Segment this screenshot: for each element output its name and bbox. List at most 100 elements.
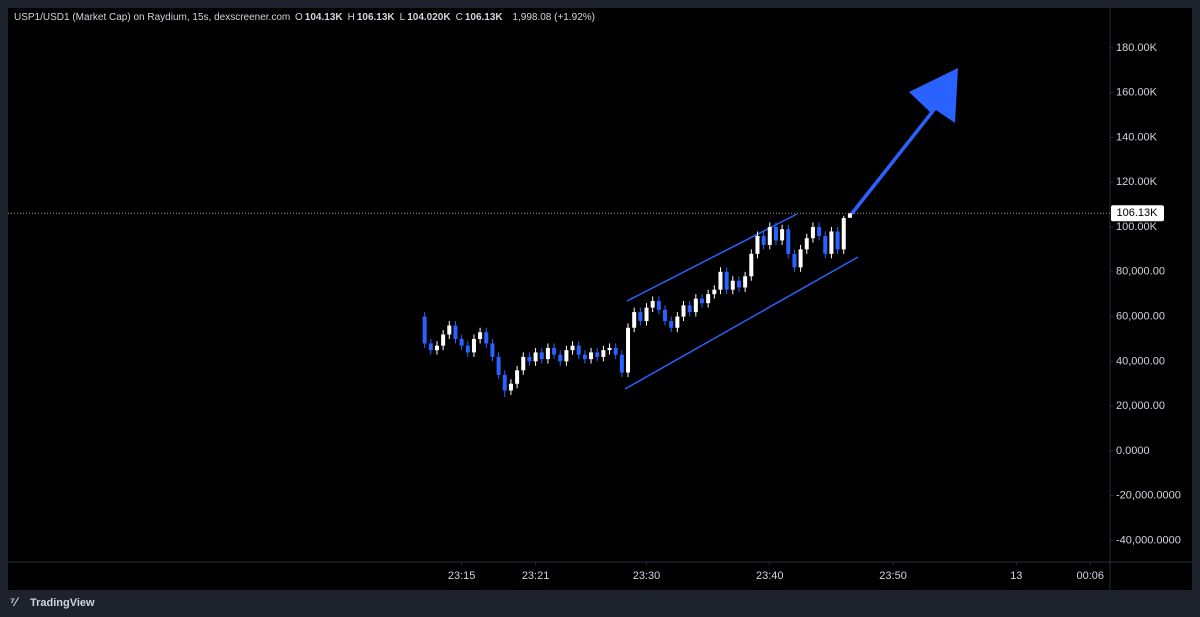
candle-body: [712, 289, 717, 295]
y-tick-label: 60,000.00: [1116, 310, 1165, 322]
candle-body: [841, 218, 846, 250]
candle-body: [632, 312, 637, 328]
y-tick-label: 40,000.00: [1116, 355, 1165, 367]
y-tick-label: 180.00K: [1116, 42, 1158, 54]
y-tick-label: 0.0000: [1116, 445, 1150, 457]
candle-body: [669, 321, 674, 328]
candle-body: [730, 280, 735, 290]
change: 1,998.08 (+1.92%): [512, 12, 595, 23]
candle-body: [508, 383, 513, 391]
candle-body: [539, 352, 544, 360]
candle-body: [810, 227, 815, 239]
candle-body: [459, 338, 464, 346]
candle-body: [465, 345, 470, 353]
candle-body: [786, 229, 791, 254]
candle-body: [699, 298, 704, 304]
candle-body: [743, 276, 748, 288]
candle-body: [545, 347, 550, 360]
candle-body: [595, 352, 600, 357]
candle-body: [576, 345, 581, 355]
candle-body: [558, 354, 563, 362]
candle-body: [638, 312, 643, 322]
y-tick-label: 120.00K: [1116, 176, 1158, 188]
candle-body: [650, 300, 655, 308]
candle-body: [490, 343, 495, 357]
candle-body: [681, 305, 686, 317]
candle-body: [607, 347, 612, 351]
candle-body: [521, 356, 526, 371]
candle-body: [601, 350, 606, 357]
candle-body: [619, 354, 624, 373]
candle-body: [693, 298, 698, 313]
x-tick-label: 00:06: [1077, 570, 1105, 582]
candle-body: [515, 370, 520, 384]
candle-body: [835, 231, 840, 250]
x-tick-label: 23:30: [633, 570, 661, 582]
candle-body: [847, 213, 852, 218]
candle-body: [570, 345, 575, 351]
arrow: [850, 68, 958, 215]
candle-body: [804, 238, 809, 250]
candle-body: [823, 235, 828, 254]
candle-body: [780, 229, 785, 241]
candle-body: [484, 332, 489, 344]
y-tick-label: 80,000.00: [1116, 266, 1165, 278]
header: USP1/USD1 (Market Cap) on Raydium, 15s, …: [14, 12, 597, 23]
candle-body: [687, 305, 692, 313]
candle-body: [496, 356, 501, 375]
candle-body: [478, 332, 483, 339]
candle-body: [441, 334, 446, 346]
brand-icon: ⁷⁄: [10, 595, 20, 609]
candle-body: [644, 307, 649, 322]
symbol-title: USP1/USD1 (Market Cap) on Raydium, 15s, …: [14, 12, 291, 23]
last-price-box: [1111, 205, 1164, 222]
ohlc-value: 104.13K: [304, 12, 343, 23]
y-tick-label: -40,000.0000: [1116, 534, 1181, 546]
candle-body: [798, 249, 803, 268]
ohlc-key: L: [399, 12, 406, 23]
candle-body: [767, 227, 772, 245]
candle-body: [471, 338, 476, 353]
y-tick-label: 140.00K: [1116, 131, 1158, 143]
y-tick-label: -20,000.0000: [1116, 490, 1181, 502]
candle-body: [626, 327, 631, 373]
x-tick-label: 23:40: [756, 570, 784, 582]
candle-body: [749, 253, 754, 277]
candle-body: [502, 374, 507, 391]
x-tick-label: 23:21: [522, 570, 550, 582]
brand-logo: TradingView: [30, 597, 95, 609]
candle-body: [675, 316, 680, 328]
ohlc-key: H: [347, 12, 355, 23]
ohlc-key: O: [295, 12, 303, 23]
x-tick-label: 23:15: [448, 570, 476, 582]
candle-body: [755, 235, 760, 254]
ohlc-key: C: [455, 12, 463, 23]
last-price-label: 106.13K: [1117, 207, 1159, 219]
ohlc-value: 106.13K: [356, 12, 395, 23]
candle-body: [817, 227, 822, 236]
candle-body: [428, 343, 433, 351]
candle-body: [656, 300, 661, 310]
ohlc-readout: O 104.13K H 106.13K L 104.020K C 106.13K: [295, 12, 508, 23]
ohlc-value: 104.020K: [407, 12, 451, 23]
candle-body: [564, 350, 569, 362]
candle-body: [582, 354, 587, 360]
y-tick-label: 100.00K: [1116, 221, 1158, 233]
y-tick-label: 20,000.00: [1116, 400, 1165, 412]
candle-body: [829, 231, 834, 254]
candle-body: [718, 271, 723, 290]
candle-body: [792, 253, 797, 268]
candle-body: [527, 356, 532, 362]
channel-lower: [624, 256, 859, 390]
candle-body: [589, 352, 594, 360]
candle-body: [613, 347, 618, 355]
x-tick-label: 13: [1010, 570, 1022, 582]
candle-body: [736, 280, 741, 288]
candle-body: [724, 271, 729, 290]
chart-panel: [8, 8, 1192, 590]
candle-body: [533, 352, 538, 362]
candle-body: [706, 294, 711, 304]
candle-body: [422, 316, 427, 344]
